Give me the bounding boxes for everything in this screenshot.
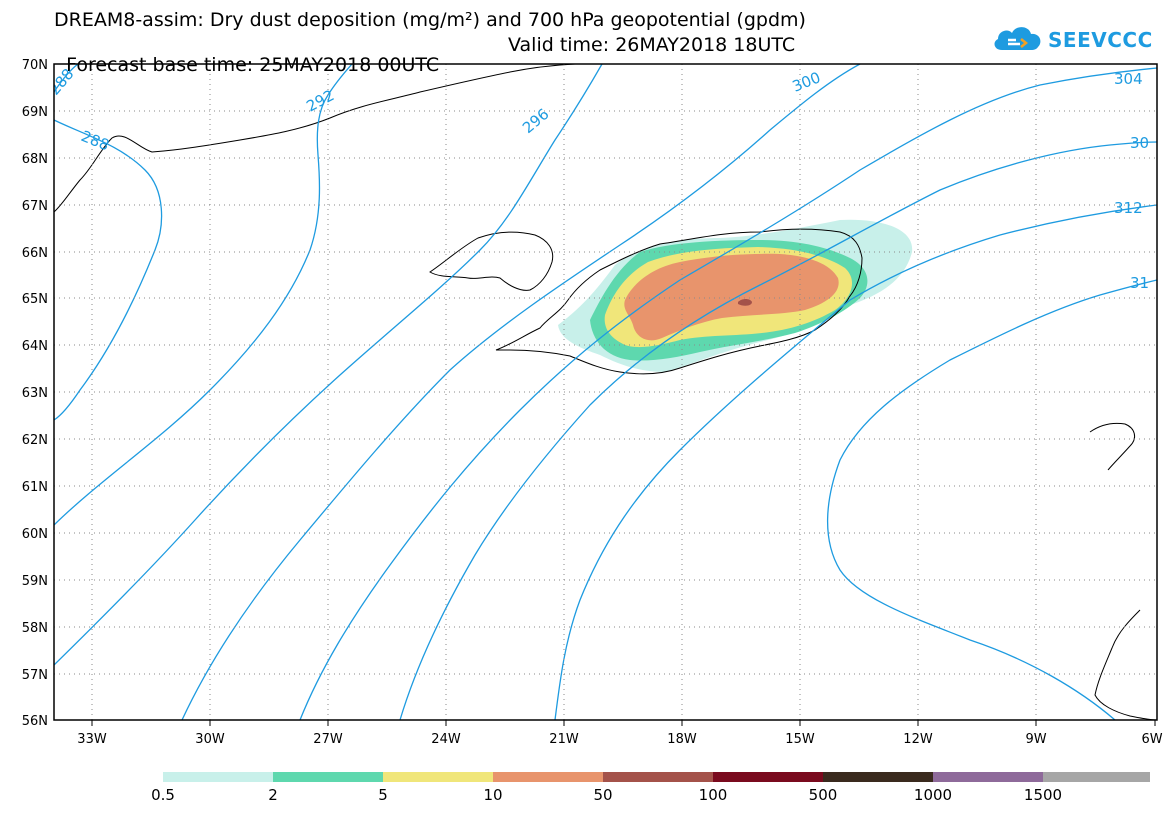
- legend-swatch-1: [273, 772, 383, 782]
- lon-label: 21W: [549, 732, 579, 747]
- legend-label: 10: [483, 786, 503, 804]
- forecast-base-time: Forecast base time: 25MAY2018 00UTC: [66, 54, 440, 76]
- legend-label: 5: [378, 786, 388, 804]
- contour-292: [54, 64, 353, 526]
- legend-label: 1500: [1023, 786, 1063, 804]
- contour-288-b: [54, 119, 163, 421]
- contour-312: [554, 204, 1157, 720]
- iceland-coastline: [495, 228, 863, 375]
- dust-field: [558, 219, 913, 372]
- legend-swatch-5: [713, 772, 823, 782]
- legend-label: 1000: [913, 786, 953, 804]
- lon-label: 33W: [77, 732, 107, 747]
- isoline-label: 288: [79, 127, 112, 154]
- lat-label: 66N: [22, 246, 48, 261]
- dust-level-50: [738, 299, 752, 306]
- legend-swatch-0: [163, 772, 273, 782]
- lat-label: 57N: [22, 668, 48, 683]
- lat-label: 63N: [22, 386, 48, 401]
- legend-label: 50: [593, 786, 613, 804]
- lon-label: 6W: [1141, 732, 1162, 747]
- legend-swatch-6: [823, 772, 933, 782]
- cloud-icon: [994, 27, 1041, 50]
- lon-label: 27W: [313, 732, 343, 747]
- lat-label: 61N: [22, 480, 48, 495]
- isoline-labels: 288 288 292 296 300 304 30 312 31: [45, 65, 1149, 292]
- lat-label: 65N: [22, 292, 48, 307]
- isoline-label: 296: [519, 105, 553, 137]
- legend-label: 2: [268, 786, 278, 804]
- lon-label: 18W: [667, 732, 697, 747]
- lat-label: 56N: [22, 714, 48, 729]
- coastlines: [54, 64, 1157, 720]
- lat-label: 69N: [22, 105, 48, 120]
- contour-288-a: [54, 64, 79, 93]
- lat-label: 62N: [22, 433, 48, 448]
- legend-label: 100: [698, 786, 728, 804]
- legend-swatch-3: [493, 772, 603, 782]
- longitude-labels: 33W 30W 27W 24W 21W 18W 15W 12W 9W 6W: [77, 732, 1162, 747]
- contour-296: [54, 64, 603, 666]
- geopotential-contours: [54, 64, 1157, 720]
- lat-label: 70N: [22, 58, 48, 73]
- lat-label: 67N: [22, 199, 48, 214]
- lon-label: 15W: [785, 732, 815, 747]
- latitude-labels: 70N 69N 68N 67N 66N 65N 64N 63N 62N 61N …: [22, 58, 48, 729]
- isoline-label: 288: [45, 65, 77, 99]
- map-title: DREAM8-assim: Dry dust deposition (mg/m²…: [54, 9, 806, 31]
- valid-time: Valid time: 26MAY2018 18UTC: [508, 34, 796, 56]
- isoline-label: 30: [1130, 134, 1149, 152]
- lat-label: 58N: [22, 621, 48, 636]
- lon-label: 30W: [195, 732, 225, 747]
- contour-300: [181, 64, 861, 720]
- graticule: [54, 64, 1157, 720]
- lon-label: 9W: [1025, 732, 1046, 747]
- legend-label: 0.5: [151, 786, 175, 804]
- dust-level-10: [624, 253, 839, 341]
- contour-304: [299, 67, 1157, 720]
- logo-text: SEEVCCC: [1048, 28, 1153, 52]
- lon-label: 24W: [431, 732, 461, 747]
- scotland-coastline: [1094, 609, 1157, 720]
- lat-label: 60N: [22, 527, 48, 542]
- iceland-westfjords: [429, 231, 554, 291]
- seevccc-logo: SEEVCCC: [990, 20, 1160, 56]
- lat-label: 68N: [22, 152, 48, 167]
- contour-308: [399, 141, 1157, 720]
- isoline-label: 312: [1114, 199, 1143, 217]
- lon-label: 12W: [903, 732, 933, 747]
- greenland-coastline: [54, 64, 576, 213]
- map-frame: [53, 63, 1158, 721]
- legend-swatch-4: [603, 772, 713, 782]
- legend-swatch-2: [383, 772, 493, 782]
- map-subtitle: Forecast base time: 25MAY2018 00UTC Vali…: [54, 35, 795, 95]
- lat-label: 64N: [22, 339, 48, 354]
- faroe-coastline: [1089, 422, 1136, 471]
- isoline-label: 31: [1130, 274, 1149, 292]
- isoline-label: 304: [1114, 70, 1143, 88]
- lat-label: 59N: [22, 574, 48, 589]
- axis-ticks: [91, 720, 1156, 726]
- legend-swatch-7: [933, 772, 1043, 782]
- legend-label: 500: [808, 786, 838, 804]
- legend-swatch-8: [1043, 772, 1150, 782]
- contour-316: [826, 279, 1157, 720]
